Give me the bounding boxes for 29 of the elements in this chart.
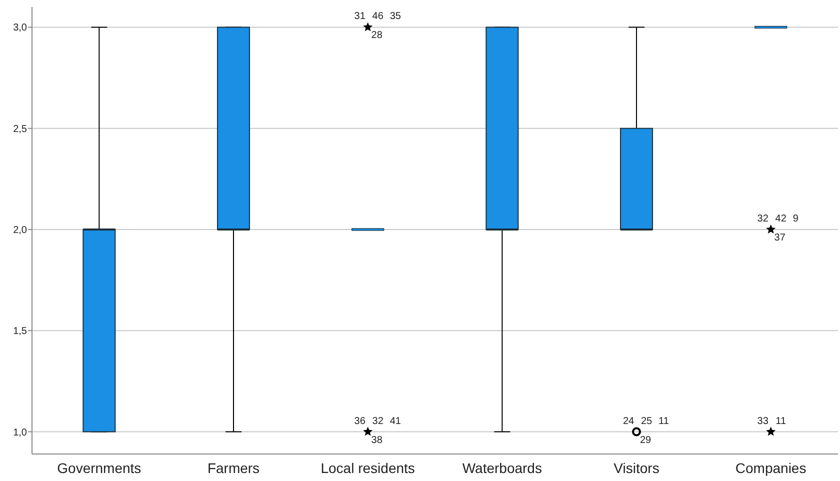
annotation: 32 (372, 416, 384, 427)
annotation: 11 (658, 416, 670, 427)
annotation: 9 (792, 213, 799, 224)
annotation: 33 (757, 416, 769, 427)
annotation: 28 (371, 30, 383, 42)
x-tick-label: Visitors (614, 460, 660, 476)
annotation: 25 (640, 416, 652, 427)
annotation: 42 (775, 213, 787, 224)
x-tick-label: Waterboards (462, 460, 542, 476)
annotation: 11 (776, 416, 786, 427)
annotation: 35 (390, 11, 402, 22)
y-tick-label: 2,5 (13, 124, 28, 135)
annotation: 24 (622, 416, 634, 427)
annotation: 37 (774, 232, 786, 244)
annotation: 32 (757, 213, 769, 224)
y-tick-label: 1,5 (13, 326, 28, 338)
x-tick-label: Companies (735, 460, 806, 476)
annotation: 41 (390, 416, 402, 427)
annotation: 31 (354, 11, 366, 22)
y-tick-label: 1,0 (13, 427, 28, 438)
annotation: 29 (640, 434, 652, 446)
annotation: 46 (372, 11, 384, 22)
annotation: 36 (354, 416, 366, 427)
y-tick-label: 2,0 (13, 224, 28, 236)
x-tick-label: Local residents (320, 460, 415, 476)
y-tick-label: 3,0 (13, 22, 28, 34)
x-tick-label: Governments (57, 460, 142, 476)
annotation: 38 (371, 434, 383, 446)
x-tick-label: Farmers (207, 460, 260, 476)
